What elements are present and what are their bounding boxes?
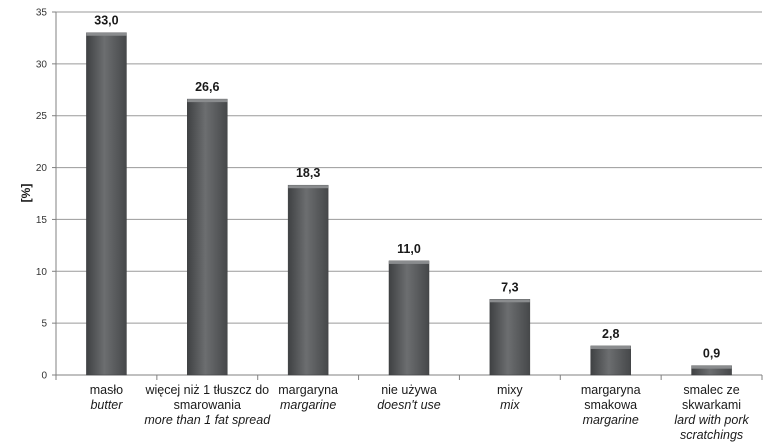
category-name-pl: margaryna smakowa bbox=[580, 383, 641, 412]
y-tick-label: 15 bbox=[36, 215, 48, 226]
data-label: 11,0 bbox=[397, 242, 421, 256]
y-tick-label: 30 bbox=[36, 59, 48, 70]
x-category-label: margaryna margarine bbox=[263, 383, 353, 413]
category-name-en: butter bbox=[90, 398, 123, 412]
y-tick-label: 35 bbox=[36, 8, 48, 19]
x-category-label: margaryna smakowa margarine bbox=[571, 383, 651, 428]
bar-top bbox=[86, 32, 127, 36]
y-tick-label: 20 bbox=[36, 163, 48, 174]
x-category-label: smalec ze skwarkami lard with pork scratc… bbox=[666, 383, 758, 443]
y-tick-label: 10 bbox=[36, 267, 48, 278]
y-tick-label: 5 bbox=[41, 319, 47, 330]
category-name-pl: mixy bbox=[496, 383, 523, 397]
bar-top bbox=[288, 185, 329, 189]
x-category-label: masło butter bbox=[61, 383, 151, 413]
bar-top bbox=[691, 365, 732, 369]
bar bbox=[187, 98, 228, 376]
bar-top bbox=[187, 99, 228, 103]
category-name-pl: smalec ze skwarkami bbox=[682, 383, 742, 412]
data-label: 7,3 bbox=[501, 280, 518, 294]
category-name-en: margarine bbox=[280, 398, 337, 412]
bar bbox=[388, 260, 430, 376]
bar bbox=[590, 345, 631, 376]
x-category-label: więcej niż 1 tłuszcz do smarowania more t… bbox=[137, 383, 277, 428]
category-name-pl: margaryna bbox=[278, 383, 339, 397]
category-name-en: margarine bbox=[582, 413, 639, 427]
y-axis-label: [%] bbox=[19, 184, 33, 203]
category-name-en: lard with pork scratchings bbox=[674, 413, 749, 442]
category-name-pl: masło bbox=[89, 383, 124, 397]
bar-top bbox=[590, 345, 631, 349]
data-label: 33,0 bbox=[94, 14, 118, 28]
y-tick-label: 0 bbox=[41, 371, 47, 382]
x-category-label: nie używa doesn't use bbox=[364, 383, 454, 413]
bar bbox=[86, 32, 127, 376]
y-tick-label: 25 bbox=[36, 111, 48, 122]
category-name-pl: nie używa bbox=[381, 383, 437, 397]
data-label: 2,8 bbox=[602, 327, 619, 341]
data-label: 0,9 bbox=[703, 347, 720, 361]
category-name-en: mix bbox=[500, 398, 520, 412]
data-label: 18,3 bbox=[296, 166, 320, 180]
category-name-en: doesn't use bbox=[377, 398, 441, 412]
category-name-pl: więcej niż 1 tłuszcz do smarowania bbox=[145, 383, 270, 412]
category-name-en: more than 1 fat spread bbox=[144, 413, 271, 427]
data-label: 26,6 bbox=[195, 80, 219, 94]
bar-top bbox=[389, 260, 429, 264]
x-category-label: mixy mix bbox=[465, 383, 555, 413]
bar-top bbox=[489, 299, 530, 303]
bar bbox=[287, 184, 329, 376]
bar bbox=[489, 299, 531, 376]
